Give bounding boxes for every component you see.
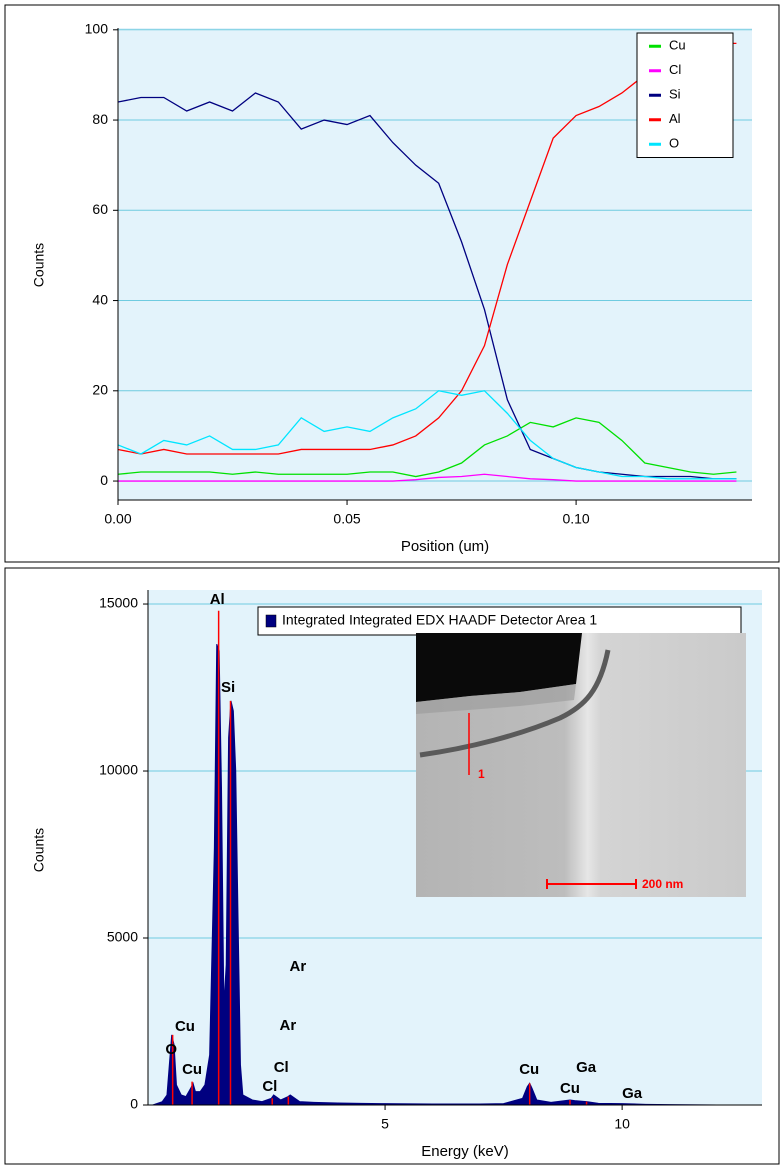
peak-label: Ga: [622, 1085, 643, 1102]
inset-edge: [416, 684, 576, 714]
inset-image: 1 200 nm: [416, 633, 746, 897]
peak-label: Cu: [182, 1061, 202, 1078]
x-tick-label: 0.10: [562, 511, 589, 527]
inset-dark-region: [416, 633, 582, 702]
series-line: [118, 417, 737, 478]
x-axis-title: Position (um): [401, 538, 489, 555]
peak-label: O: [165, 1041, 177, 1058]
legend-label: Al: [669, 111, 681, 126]
y-tick-label: 60: [92, 201, 108, 217]
legend-label: Cl: [669, 62, 681, 77]
peak-label: Si: [221, 679, 235, 696]
legend-label: Integrated Integrated EDX HAADF Detector…: [282, 612, 597, 628]
peak-label: Cl: [262, 1078, 277, 1095]
y-tick-label: 20: [92, 382, 108, 398]
x-tick-label: 10: [614, 1116, 630, 1132]
peak-label: Al: [210, 591, 225, 608]
x-tick-label: 0.00: [104, 511, 131, 527]
legend-box: [257, 606, 742, 636]
peak-label: Cl: [274, 1059, 289, 1076]
x-tick-label: 5: [381, 1116, 389, 1132]
y-tick-label: 10000: [99, 762, 138, 778]
series-group: [152, 610, 717, 1105]
y-tick-label: 80: [92, 111, 108, 127]
y-tick-label: 100: [85, 21, 109, 37]
peak-label: Ar: [289, 958, 306, 975]
series-line: [118, 92, 737, 480]
x-axis-title: Energy (keV): [421, 1143, 509, 1160]
spectrum-area: [152, 643, 717, 1105]
legend-swatch: [265, 614, 277, 628]
series-group: [118, 42, 737, 482]
peak-label: Ga: [576, 1059, 597, 1076]
legend-label: Si: [669, 87, 681, 102]
inset-layer: [419, 649, 611, 758]
peak-label: Cu: [560, 1080, 580, 1097]
y-tick-label: 0: [130, 1096, 138, 1112]
y-tick-label: 5000: [107, 929, 138, 945]
y-axis-title: Counts: [31, 828, 47, 872]
y-tick-label: 40: [92, 291, 108, 307]
y-axis-title: Counts: [31, 243, 47, 287]
peak-label: Ar: [280, 1017, 297, 1034]
series-line: [118, 42, 737, 455]
series-line: [118, 390, 737, 480]
peak-label: Cu: [519, 1061, 539, 1078]
y-tick-label: 15000: [99, 595, 138, 611]
scale-bar-label: 200 nm: [642, 877, 683, 891]
peak-label: Cu: [175, 1018, 195, 1035]
series-line: [118, 473, 737, 482]
legend-label: O: [669, 136, 679, 151]
legend-label: Cu: [669, 38, 686, 53]
y-tick-label: 0: [100, 472, 108, 488]
inset-marker-label: 1: [478, 767, 485, 781]
x-tick-label: 0.05: [333, 511, 360, 527]
